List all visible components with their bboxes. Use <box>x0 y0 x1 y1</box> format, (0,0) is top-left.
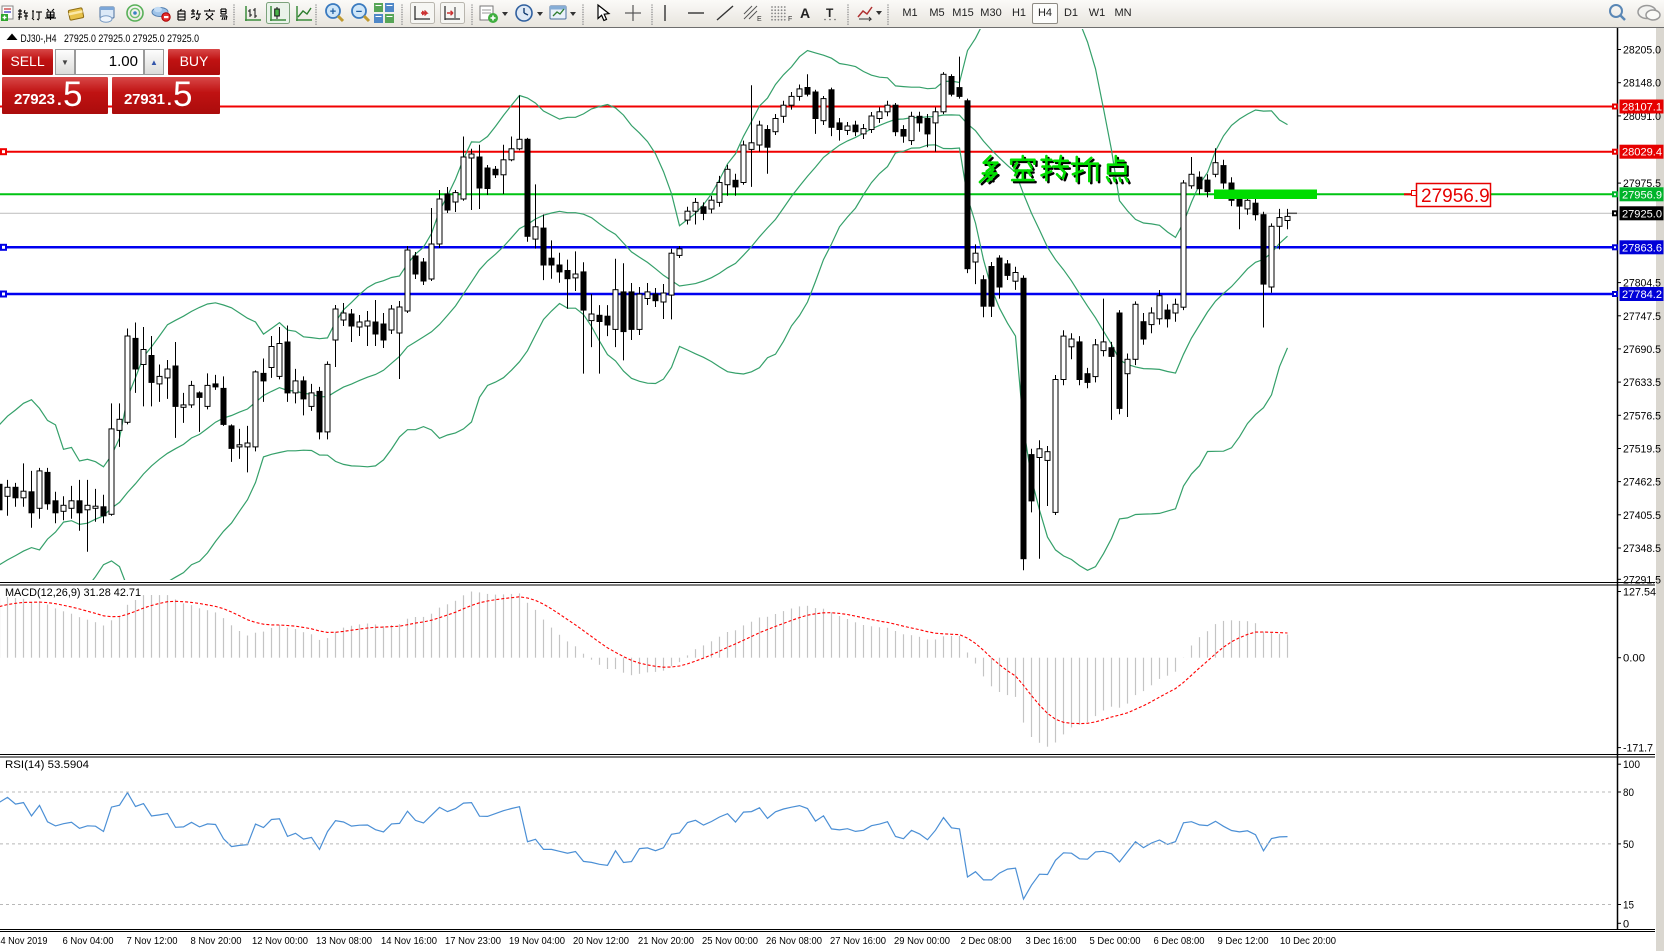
svg-text:27348.5: 27348.5 <box>1623 543 1661 555</box>
svg-text:100: 100 <box>1623 759 1640 771</box>
svg-text:RSI(14) 53.5904: RSI(14) 53.5904 <box>5 759 89 771</box>
svg-text:27925.0: 27925.0 <box>1622 208 1662 220</box>
svg-text:19 Nov 04:00: 19 Nov 04:00 <box>509 936 565 947</box>
svg-text:27863.6: 27863.6 <box>1622 242 1662 254</box>
svg-text:10 Dec 20:00: 10 Dec 20:00 <box>1280 936 1336 947</box>
svg-text:27690.5: 27690.5 <box>1623 344 1661 356</box>
svg-text:21 Nov 20:00: 21 Nov 20:00 <box>638 936 694 947</box>
svg-text:27925.0 27925.0 27925.0 27925.: 27925.0 27925.0 27925.0 27925.0 <box>64 33 199 45</box>
svg-text:9 Dec 12:00: 9 Dec 12:00 <box>1218 936 1269 947</box>
svg-text:3 Dec 16:00: 3 Dec 16:00 <box>1026 936 1077 947</box>
svg-text:27956.9: 27956.9 <box>1421 186 1490 207</box>
svg-text:0.00: 0.00 <box>1623 653 1645 665</box>
svg-text:A: A <box>800 5 810 21</box>
svg-text:27784.2: 27784.2 <box>1622 289 1662 301</box>
svg-text:28091.0: 28091.0 <box>1623 111 1661 123</box>
svg-text:7 Nov 12:00: 7 Nov 12:00 <box>127 936 178 947</box>
svg-text:20 Nov 12:00: 20 Nov 12:00 <box>573 936 629 947</box>
svg-text:DJ30-,H4: DJ30-,H4 <box>21 33 57 45</box>
svg-text:E: E <box>757 16 762 23</box>
svg-text:80: 80 <box>1623 787 1634 799</box>
svg-text:27519.5: 27519.5 <box>1623 444 1661 456</box>
svg-text:28148.0: 28148.0 <box>1623 78 1661 90</box>
svg-text:25 Nov 00:00: 25 Nov 00:00 <box>702 936 758 947</box>
svg-text:50: 50 <box>1623 839 1634 851</box>
svg-text:12 Nov 00:00: 12 Nov 00:00 <box>252 936 308 947</box>
svg-text:27956.9: 27956.9 <box>1622 189 1662 201</box>
svg-text:27804.5: 27804.5 <box>1623 278 1661 290</box>
svg-text:0: 0 <box>1623 918 1629 930</box>
svg-text:-171.7: -171.7 <box>1623 743 1653 755</box>
svg-text:+: + <box>330 6 336 18</box>
svg-text:27576.5: 27576.5 <box>1623 410 1661 422</box>
svg-text:6 Dec 08:00: 6 Dec 08:00 <box>1154 936 1205 947</box>
svg-text:26 Nov 08:00: 26 Nov 08:00 <box>766 936 822 947</box>
svg-text:27 Nov 16:00: 27 Nov 16:00 <box>830 936 886 947</box>
svg-text:5 Dec 00:00: 5 Dec 00:00 <box>1090 936 1141 947</box>
svg-text:28029.4: 28029.4 <box>1622 147 1662 159</box>
svg-text:27633.5: 27633.5 <box>1623 377 1661 389</box>
svg-text:6 Nov 04:00: 6 Nov 04:00 <box>63 936 114 947</box>
svg-text:27975.5: 27975.5 <box>1623 178 1661 190</box>
svg-text:F: F <box>788 16 792 23</box>
svg-text:127.54: 127.54 <box>1623 587 1656 599</box>
svg-text:17 Nov 23:00: 17 Nov 23:00 <box>445 936 501 947</box>
svg-text:28205.0: 28205.0 <box>1623 45 1661 57</box>
svg-text:15: 15 <box>1623 900 1634 912</box>
svg-text:8 Nov 20:00: 8 Nov 20:00 <box>191 936 242 947</box>
svg-text:27291.5: 27291.5 <box>1623 574 1661 586</box>
svg-text:T: T <box>826 6 834 20</box>
svg-text:27405.5: 27405.5 <box>1623 510 1661 522</box>
svg-text:29 Nov 00:00: 29 Nov 00:00 <box>894 936 950 947</box>
svg-text:27462.5: 27462.5 <box>1623 477 1661 489</box>
svg-text:13 Nov 08:00: 13 Nov 08:00 <box>316 936 372 947</box>
svg-text:MACD(12,26,9) 31.28 42.71: MACD(12,26,9) 31.28 42.71 <box>5 587 141 599</box>
svg-text:28107.1: 28107.1 <box>1622 102 1662 114</box>
svg-text:2 Dec 08:00: 2 Dec 08:00 <box>961 936 1012 947</box>
svg-text:27747.5: 27747.5 <box>1623 311 1661 323</box>
svg-text:4 Nov 2019: 4 Nov 2019 <box>1 936 48 947</box>
svg-text:−: − <box>356 6 362 18</box>
svg-text:14 Nov 16:00: 14 Nov 16:00 <box>381 936 437 947</box>
